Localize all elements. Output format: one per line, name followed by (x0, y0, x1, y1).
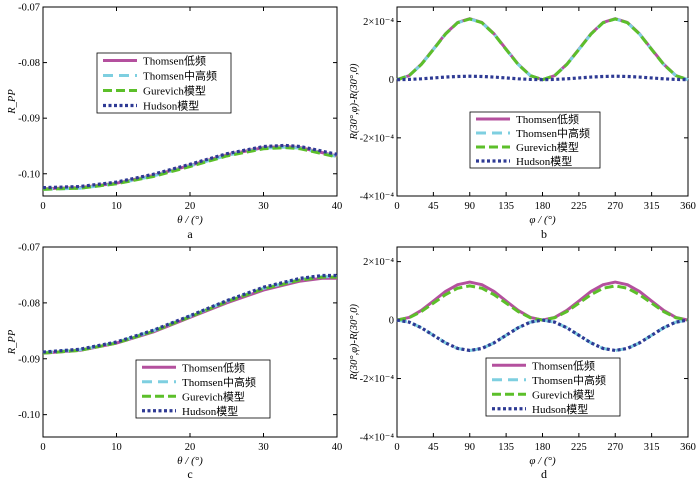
x-tick-label: 225 (571, 442, 587, 453)
x-axis-label: θ / (°) (177, 214, 203, 226)
x-tick-label: 10 (111, 442, 122, 453)
x-axis-label: φ / (°) (529, 455, 556, 467)
y-tick-label: -0.09 (18, 354, 40, 365)
x-tick-label: 180 (535, 201, 551, 212)
y-tick-label: -0.08 (18, 298, 40, 309)
x-tick-label: 135 (498, 442, 514, 453)
y-tick-label: -0.10 (18, 410, 40, 421)
x-tick-label: 0 (394, 442, 399, 453)
x-tick-label: 0 (40, 201, 45, 212)
legend-label-hudson: Hudson模型 (532, 402, 588, 416)
y-tick-label: -0.07 (18, 3, 40, 14)
x-axis-label: θ / (°) (177, 455, 203, 467)
panel-label: b (541, 227, 547, 241)
panel-c: 0 10 20 30 40 -0.10 -0.09 -0.08 -0.07 θ / (°) R_PP… (7, 243, 342, 482)
y-axis-label: R_PP (7, 329, 18, 355)
y-tick-label: 2×10⁻⁴ (363, 17, 394, 28)
legend-box (469, 111, 601, 169)
legend-label-thomsen_mid: Thomsen中高频 (516, 126, 590, 140)
x-tick-label: 315 (644, 201, 660, 212)
series-line-thomsen_mid (396, 318, 689, 352)
y-tick-label: -2×10⁻⁴ (360, 374, 395, 385)
x-tick-label: 315 (644, 442, 660, 453)
legend-label-thomsen_mid: Thomsen中高频 (532, 373, 606, 387)
y-axis-label: R(30°,φ)-R(30°,0) (349, 63, 360, 141)
legend-label-thomsen_mid: Thomsen中高频 (182, 375, 256, 389)
series-line-hudson (42, 273, 337, 354)
y-axis-label: R(30°,φ)-R(30°,0) (349, 303, 360, 381)
panel-a: 0 10 20 30 40 -0.10 -0.09 -0.08 -0.07 θ / (°) R_PP… (7, 3, 342, 242)
legend-label-gurevich: Gurevich模型 (532, 387, 595, 401)
legend-label-gurevich: Gurevich模型 (516, 140, 579, 154)
x-tick-label: 45 (428, 442, 439, 453)
x-tick-label: 225 (571, 201, 587, 212)
series-line-gurevich (396, 17, 689, 82)
y-tick-label: 0 (389, 75, 394, 86)
series-line-hudson (42, 143, 338, 190)
y-tick-label: 0 (389, 316, 394, 327)
legend-label-thomsen_low: Thomsen低频 (516, 112, 579, 126)
panel-d: 0 45 90 135 180 225 270 315 360 2×10⁻⁴ 0 -2×10⁻⁴ -4×… (349, 246, 696, 481)
x-tick-label: 270 (607, 201, 623, 212)
legend-label-gurevich: Gurevich模型 (182, 389, 245, 403)
legend-label-hudson: Hudson模型 (182, 404, 238, 418)
x-tick-label: 90 (465, 201, 476, 212)
series-line-gurevich (396, 284, 689, 322)
legend-label-thomsen_low: Thomsen低频 (143, 54, 206, 68)
x-tick-label: 180 (535, 442, 551, 453)
y-tick-label: -0.08 (18, 58, 40, 69)
legend-label-hudson: Hudson模型 (143, 99, 199, 113)
series-line-thomsen_mid (42, 145, 338, 191)
x-tick-label: 40 (332, 442, 343, 453)
legend-label-thomsen_low: Thomsen低频 (532, 358, 595, 372)
y-tick-label: -0.09 (18, 114, 40, 125)
x-tick-label: 20 (185, 442, 196, 453)
legend-label-thomsen_low: Thomsen低频 (182, 360, 245, 374)
series-line-thomsen_low (396, 280, 689, 322)
x-tick-label: 360 (680, 201, 696, 212)
y-tick-label: -0.10 (18, 169, 40, 180)
series-line-gurevich (42, 146, 338, 191)
series-line-thomsen_mid (396, 17, 689, 82)
legend-label-gurevich: Gurevich模型 (143, 84, 206, 98)
x-tick-label: 20 (185, 201, 196, 212)
x-tick-label: 0 (394, 201, 399, 212)
x-tick-label: 30 (258, 201, 269, 212)
legend-label-thomsen_mid: Thomsen中高频 (143, 69, 217, 83)
x-tick-label: 270 (607, 442, 623, 453)
y-tick-label: -0.07 (18, 243, 40, 254)
x-tick-label: 30 (258, 442, 269, 453)
y-axis-label: R_PP (7, 89, 18, 115)
panel-b: 0 45 90 135 180 225 270 315 360 2×10⁻⁴ 0 -2×10⁻⁴ -4×… (349, 6, 696, 241)
y-tick-label: -4×10⁻⁴ (360, 433, 395, 444)
x-tick-label: 360 (680, 442, 696, 453)
panel-label: a (187, 227, 193, 241)
x-tick-label: 10 (111, 201, 122, 212)
panel-label: c (187, 467, 192, 481)
series-line-hudson (396, 74, 689, 82)
series-line-thomsen_mid (42, 275, 337, 355)
x-tick-label: 135 (498, 201, 514, 212)
x-tick-label: 45 (428, 201, 439, 212)
series-line-thomsen_low (396, 17, 689, 82)
x-tick-label: 0 (40, 442, 45, 453)
x-tick-label: 40 (332, 201, 343, 212)
panel-label: d (541, 467, 547, 481)
y-tick-label: 2×10⁻⁴ (363, 257, 394, 268)
y-tick-label: -2×10⁻⁴ (360, 133, 395, 144)
legend-box (485, 357, 621, 417)
x-axis-label: φ / (°) (529, 214, 556, 226)
x-tick-label: 90 (465, 442, 476, 453)
series-line-hudson (396, 318, 689, 353)
legend-box (135, 359, 271, 419)
y-tick-label: -4×10⁻⁴ (360, 192, 395, 203)
legend-box (96, 52, 232, 114)
legend-label-hudson: Hudson模型 (516, 154, 572, 168)
